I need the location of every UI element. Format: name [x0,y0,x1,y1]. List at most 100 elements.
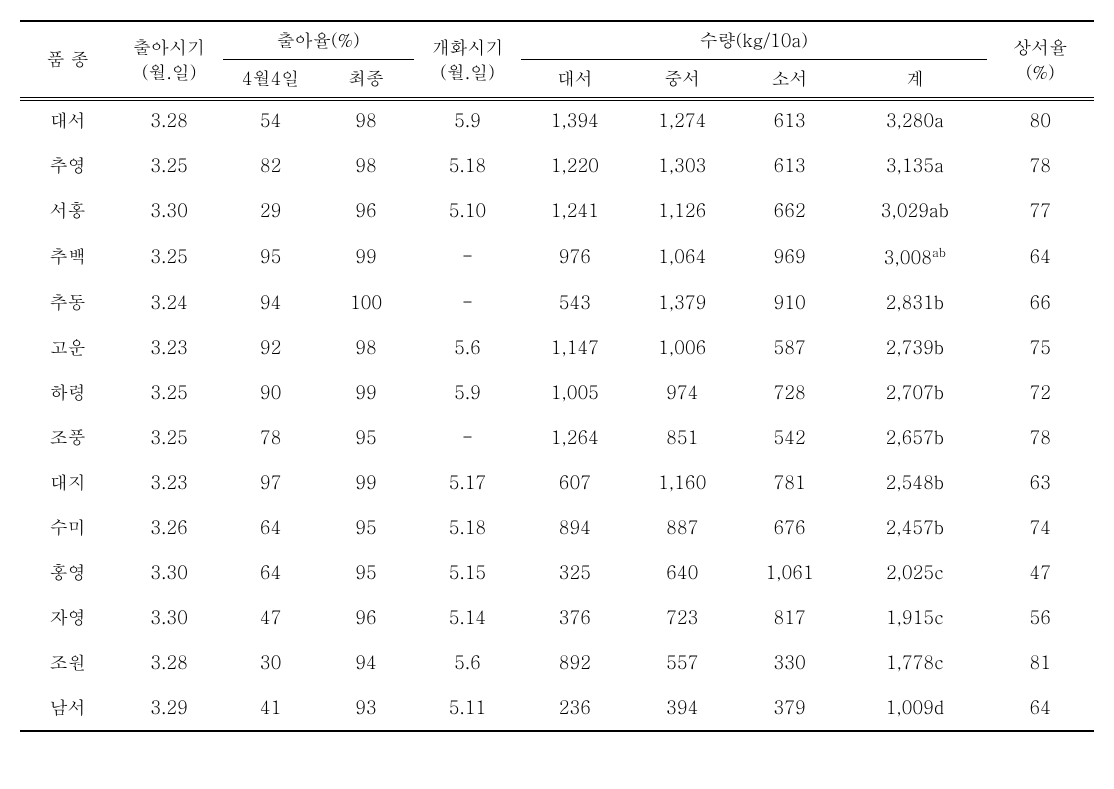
cell-yield-medium: 1,064 [629,233,736,280]
cell-emergence-time: 3.28 [115,98,222,144]
cell-yield-medium: 394 [629,685,736,731]
header-commercial-rate-sub: (%) [1026,60,1055,85]
cell-emergence-apr4: 64 [223,550,318,595]
cell-yield-large: 1,220 [521,143,628,188]
cell-emergence-time: 3.29 [115,685,222,731]
cell-yield-large: 1,005 [521,370,628,415]
cell-yield-small: 613 [736,98,843,144]
cell-yield-medium: 1,274 [629,98,736,144]
cell-yield-total: 3,280a [843,98,986,144]
header-commercial-rate: 상서율 (%) [987,21,1094,98]
cell-yield-medium: 1,126 [629,188,736,233]
cell-emergence-final: 98 [318,98,413,144]
cell-variety: 추동 [20,280,115,325]
cell-emergence-final: 95 [318,415,413,460]
table-row: 하령3.2590995.91,0059747282,707b72 [20,370,1094,415]
cell-variety: 조원 [20,640,115,685]
cell-yield-large: 1,394 [521,98,628,144]
header-emergence-time-label: 출아시기 [133,35,205,60]
cell-yield-small: 662 [736,188,843,233]
header-emergence-apr4: 4월4일 [223,60,318,98]
cell-yield-total: 1,009d [843,685,986,731]
data-table: 품 종 출아시기 (월.일) 출아율(%) 개화시기 (월.일) 수량(kg/1… [20,20,1094,732]
cell-yield-large: 1,264 [521,415,628,460]
header-yield-small: 소서 [736,60,843,98]
table-row: 자영3.3047965.143767238171,915c56 [20,595,1094,640]
cell-yield-large: 325 [521,550,628,595]
cell-commercial-rate: 75 [987,325,1094,370]
cell-commercial-rate: 63 [987,460,1094,505]
cell-flowering-time: 5.11 [414,685,521,731]
table-row: 추백3.259599-9761,0649693,008ab64 [20,233,1094,280]
cell-flowering-time: 5.9 [414,370,521,415]
cell-flowering-time: 5.18 [414,143,521,188]
cell-variety: 대서 [20,98,115,144]
cell-variety: 수미 [20,505,115,550]
cell-emergence-final: 94 [318,640,413,685]
cell-emergence-final: 99 [318,233,413,280]
header-flowering-time: 개화시기 (월.일) [414,21,521,98]
cell-yield-medium: 1,303 [629,143,736,188]
cell-yield-large: 543 [521,280,628,325]
cell-commercial-rate: 64 [987,233,1094,280]
cell-commercial-rate: 78 [987,415,1094,460]
cell-emergence-final: 96 [318,188,413,233]
table-row: 대서3.2854985.91,3941,2746133,280a80 [20,98,1094,144]
cell-yield-medium: 1,379 [629,280,736,325]
cell-commercial-rate: 47 [987,550,1094,595]
cell-yield-total: 2,707b [843,370,986,415]
header-yield-total: 계 [843,60,986,98]
header-emergence-time-sub: (월.일) [142,60,197,85]
cell-emergence-time: 3.25 [115,415,222,460]
header-emergence-time: 출아시기 (월.일) [115,21,222,98]
cell-yield-total: 1,915c [843,595,986,640]
cell-emergence-apr4: 92 [223,325,318,370]
cell-emergence-apr4: 97 [223,460,318,505]
cell-emergence-time: 3.25 [115,370,222,415]
cell-flowering-time: - [414,415,521,460]
cell-variety: 남서 [20,685,115,731]
cell-commercial-rate: 78 [987,143,1094,188]
cell-emergence-time: 3.30 [115,595,222,640]
cell-yield-large: 976 [521,233,628,280]
cell-variety: 하령 [20,370,115,415]
cell-yield-medium: 1,160 [629,460,736,505]
cell-yield-total: 3,135a [843,143,986,188]
cell-yield-medium: 887 [629,505,736,550]
cell-emergence-apr4: 95 [223,233,318,280]
cell-yield-total: 2,831b [843,280,986,325]
cell-emergence-apr4: 64 [223,505,318,550]
cell-flowering-time: 5.14 [414,595,521,640]
cell-variety: 추영 [20,143,115,188]
cell-flowering-time: 5.6 [414,640,521,685]
table-row: 수미3.2664955.188948876762,457b74 [20,505,1094,550]
cell-yield-total: 3,029ab [843,188,986,233]
header-emergence-rate: 출아율(%) [223,21,414,60]
cell-commercial-rate: 56 [987,595,1094,640]
cell-yield-medium: 640 [629,550,736,595]
cell-yield-small: 379 [736,685,843,731]
cell-yield-large: 1,241 [521,188,628,233]
cell-variety: 대지 [20,460,115,505]
cell-emergence-apr4: 54 [223,98,318,144]
cell-emergence-time: 3.25 [115,233,222,280]
cell-emergence-apr4: 29 [223,188,318,233]
cell-yield-small: 676 [736,505,843,550]
cell-emergence-apr4: 47 [223,595,318,640]
cell-emergence-time: 3.23 [115,460,222,505]
cell-yield-total: 2,025c [843,550,986,595]
cell-emergence-time: 3.26 [115,505,222,550]
table-row: 대지3.2397995.176071,1607812,548b63 [20,460,1094,505]
cell-commercial-rate: 80 [987,98,1094,144]
cell-yield-total: 2,657b [843,415,986,460]
cell-emergence-final: 100 [318,280,413,325]
cell-flowering-time: 5.18 [414,505,521,550]
superscript: ab [932,243,946,261]
cell-commercial-rate: 81 [987,640,1094,685]
header-emergence-final: 최종 [318,60,413,98]
cell-emergence-apr4: 30 [223,640,318,685]
cell-emergence-time: 3.30 [115,550,222,595]
cell-commercial-rate: 74 [987,505,1094,550]
cell-yield-medium: 1,006 [629,325,736,370]
cell-yield-small: 781 [736,460,843,505]
